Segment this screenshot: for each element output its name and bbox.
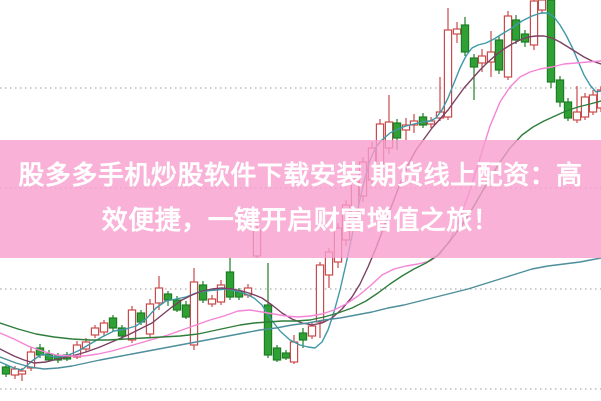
candle-body bbox=[1, 366, 11, 375]
candle-body bbox=[281, 352, 291, 359]
candle-body bbox=[580, 96, 590, 118]
candle-body bbox=[392, 122, 402, 139]
pink-line bbox=[0, 60, 601, 357]
candle-body bbox=[207, 298, 217, 305]
candle-body bbox=[90, 327, 100, 336]
candle-body bbox=[145, 303, 155, 335]
steel-teal-line bbox=[0, 257, 601, 370]
candle-body bbox=[537, 0, 547, 11]
promo-banner: 股多多手机炒股软件下载安装 期货线上配资：高 效便捷，一键开启财富增值之旅！ bbox=[0, 140, 601, 258]
candle-body bbox=[181, 304, 191, 318]
promo-text-line-2: 效便捷，一键开启财富增值之旅！ bbox=[101, 205, 500, 235]
candle-body bbox=[477, 55, 487, 64]
candle-body bbox=[596, 89, 601, 109]
candle-body bbox=[307, 325, 317, 337]
candle-body bbox=[216, 284, 226, 303]
candle-body bbox=[469, 57, 479, 68]
candle-body bbox=[298, 332, 308, 341]
candle-body bbox=[81, 341, 91, 350]
candle-body bbox=[225, 271, 235, 298]
candle-body bbox=[127, 309, 137, 341]
candle-body bbox=[108, 317, 118, 329]
candle-body bbox=[172, 299, 182, 311]
candle-body bbox=[99, 322, 109, 333]
candle-body bbox=[17, 370, 27, 375]
candle-body bbox=[529, 0, 539, 46]
candle-body bbox=[443, 29, 453, 118]
dark-green-line bbox=[0, 100, 601, 341]
candle-body bbox=[315, 264, 325, 323]
candle-body bbox=[555, 79, 565, 103]
candle-body bbox=[546, 0, 556, 83]
candle-body bbox=[117, 327, 127, 337]
candle-body bbox=[154, 287, 164, 304]
promo-text-line-1: 股多多手机炒股软件下载安装 期货线上配资：高 bbox=[18, 160, 583, 190]
candle-body bbox=[189, 281, 199, 346]
candle-body bbox=[460, 24, 470, 53]
candle-body bbox=[289, 341, 299, 363]
candle-body bbox=[272, 347, 282, 361]
candle-body bbox=[163, 293, 173, 301]
candle-body bbox=[511, 19, 521, 41]
candle-body bbox=[572, 111, 582, 121]
candle-body bbox=[10, 368, 20, 376]
candle-body bbox=[452, 28, 462, 35]
